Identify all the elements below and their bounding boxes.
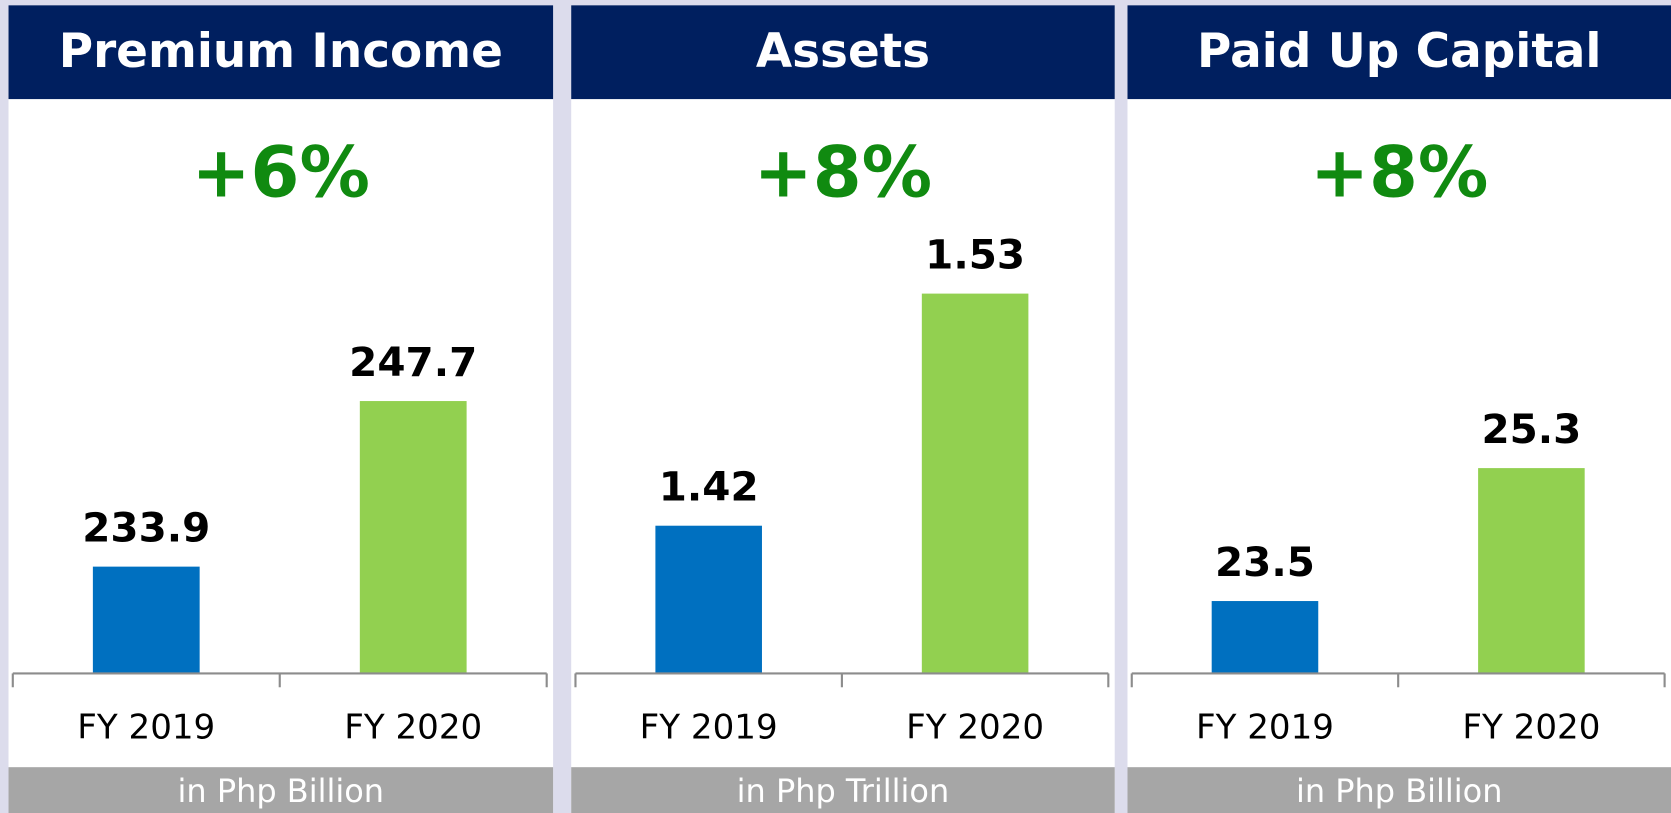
footnote: in Php Billion [178, 772, 384, 810]
bar [1478, 468, 1585, 674]
bar [359, 401, 467, 674]
x-tick-label: FY 2019 [77, 707, 215, 747]
x-tick-label: FY 2020 [1462, 707, 1600, 747]
panel [8, 5, 554, 813]
data-label: 1.42 [659, 462, 759, 510]
data-label: 233.9 [82, 503, 210, 551]
footnote-bar [8, 767, 554, 813]
bar [655, 525, 762, 674]
footnote: in Php Trillion [737, 772, 950, 810]
panel-title: Paid Up Capital [1197, 24, 1601, 79]
bar [921, 293, 1029, 674]
panel [1127, 5, 1671, 813]
footnote-bar [1127, 767, 1671, 813]
data-label: 247.7 [349, 338, 477, 386]
panel-title: Premium Income [59, 24, 503, 79]
panel-header [1127, 5, 1671, 100]
panel-header [8, 5, 554, 100]
footnote-bar [571, 767, 1115, 813]
x-tick-label: FY 2019 [640, 707, 778, 747]
panel [571, 5, 1115, 813]
panel-header [571, 5, 1115, 100]
growth-annotation: +8% [1310, 131, 1488, 213]
x-tick-label: FY 2020 [906, 707, 1044, 747]
bar [92, 566, 200, 674]
data-label: 23.5 [1215, 538, 1315, 586]
data-label: 1.53 [925, 230, 1025, 278]
x-tick-label: FY 2020 [344, 707, 482, 747]
growth-annotation: +8% [754, 131, 932, 213]
bar [1211, 601, 1319, 674]
growth-annotation: +6% [192, 131, 370, 213]
x-tick-label: FY 2019 [1196, 707, 1334, 747]
data-label: 25.3 [1481, 405, 1581, 453]
footnote: in Php Billion [1296, 772, 1502, 810]
panel-title: Assets [756, 24, 930, 79]
